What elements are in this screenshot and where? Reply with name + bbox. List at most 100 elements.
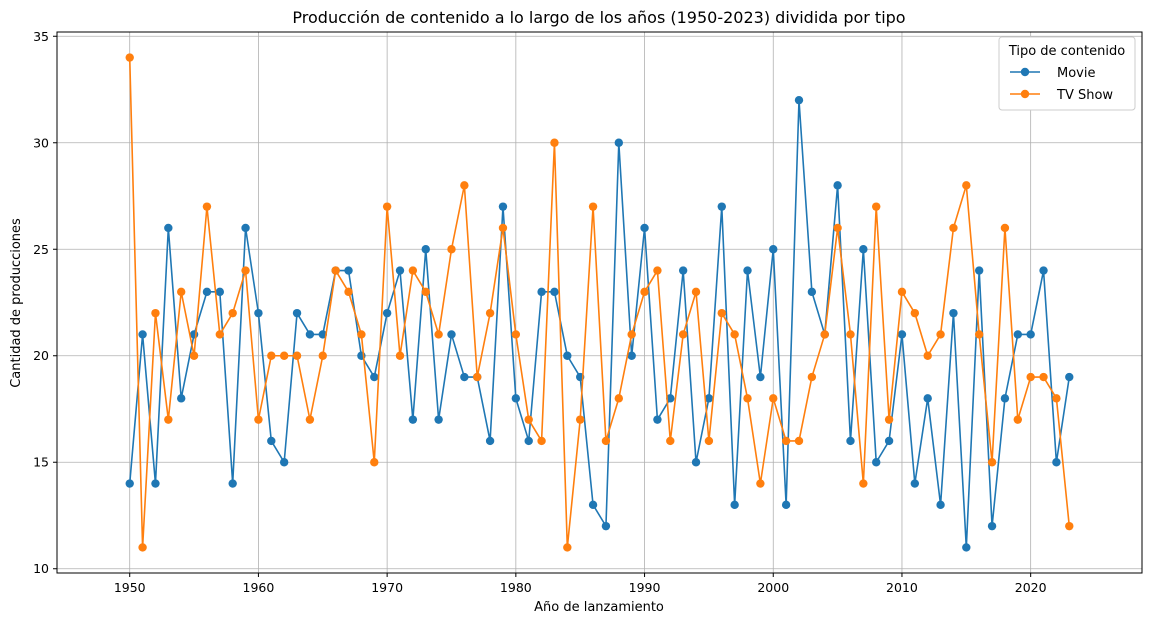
data-point [588,500,598,510]
data-point [344,287,353,297]
legend-label: TV Show [1056,88,1113,103]
data-point [434,415,443,424]
data-point [910,479,920,488]
plot-frame [56,31,1143,574]
data-point [382,308,392,318]
data-point [640,287,649,297]
data-point [267,436,276,446]
data-point [794,436,804,446]
data-point [382,202,392,211]
data-point [666,436,675,446]
data-point [524,436,533,446]
x-tick-label: 1980 [500,580,532,595]
data-point [228,479,237,488]
series-layer [125,53,1074,552]
data-point [987,521,997,531]
data-point [447,330,456,339]
data-point [228,308,237,318]
data-point [769,245,778,254]
data-point [177,394,186,403]
data-point [756,372,765,382]
data-point [202,287,212,297]
chart-title: Producción de contenido a lo largo de lo… [292,8,905,27]
data-point [653,266,662,275]
data-point [794,95,804,105]
legend-title: Tipo de contenido [1008,44,1125,59]
data-point [704,436,714,446]
data-point [781,436,791,446]
data-point [138,330,147,339]
data-point [897,287,907,297]
data-point [807,372,817,382]
data-point [756,479,765,488]
data-point [1013,415,1022,424]
data-point [743,394,752,403]
data-point [177,287,186,297]
x-tick-label: 1960 [243,580,275,595]
data-point [151,308,160,318]
data-point [666,394,675,403]
data-point [563,543,572,552]
legend-label: Movie [1057,66,1095,81]
data-point [318,351,327,360]
data-point [588,202,598,211]
x-tick-label: 2010 [886,580,918,595]
data-point [575,415,585,424]
legend-item: Movie [1010,66,1095,81]
data-point [1065,521,1074,531]
data-point [678,330,688,339]
data-point [923,351,932,360]
data-point [859,479,868,488]
legend-marker [1020,89,1030,99]
data-point [936,330,945,339]
x-tick-label: 1990 [629,580,661,595]
data-point [292,351,302,360]
data-point [215,287,225,297]
data-point [138,543,147,552]
data-point [820,330,829,339]
data-point [614,138,624,147]
legend-marker [1020,67,1030,77]
data-point [408,266,418,275]
series-line [128,57,1071,549]
data-point [781,500,791,510]
data-point [807,287,817,297]
data-point [974,266,984,275]
y-tick-label: 25 [33,242,49,257]
data-point [215,330,225,339]
y-axis: 10 15 20 25 30 35 [33,29,57,576]
data-point [460,372,469,382]
data-point [357,330,366,339]
data-point [202,202,212,211]
data-point [550,138,559,147]
data-point [1013,330,1022,339]
data-point [627,351,636,360]
data-point [717,202,726,211]
y-tick-label: 20 [33,348,49,363]
data-point [601,436,611,446]
series-movie [125,95,1074,552]
y-tick-label: 10 [33,561,49,576]
data-point [743,266,752,275]
data-point [1039,372,1048,382]
data-point [936,500,945,510]
data-point [691,287,701,297]
data-point [537,436,546,446]
y-tick-label: 30 [33,135,49,150]
data-point [267,351,276,360]
data-point [305,330,315,339]
data-point [344,266,353,275]
data-point [370,372,379,382]
data-point [305,415,315,424]
data-point [125,53,134,62]
data-point [653,415,662,424]
data-point [833,181,842,190]
data-point [1052,394,1061,403]
data-point [485,436,495,446]
legend: Tipo de contenido Movie TV Show [998,36,1136,111]
data-point [460,181,469,190]
data-point [563,351,572,360]
data-point [189,351,199,360]
data-point [421,287,430,297]
